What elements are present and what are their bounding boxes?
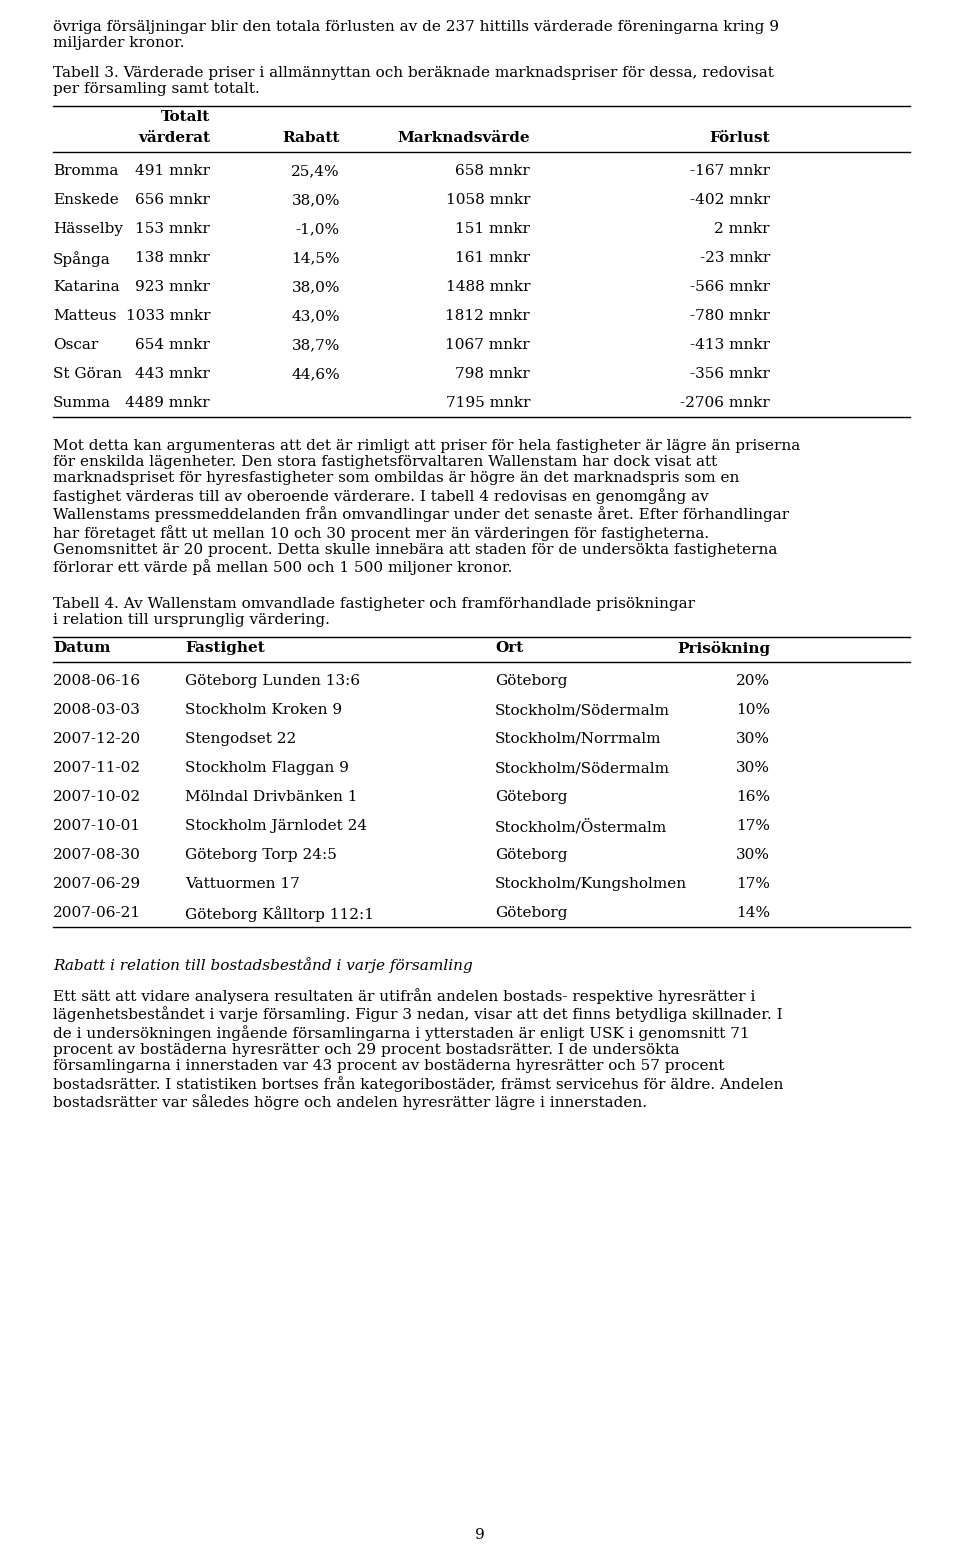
Text: Summa: Summa bbox=[53, 395, 111, 411]
Text: 25,4%: 25,4% bbox=[292, 164, 340, 178]
Text: -23 mnkr: -23 mnkr bbox=[700, 251, 770, 265]
Text: Datum: Datum bbox=[53, 642, 110, 656]
Text: -356 mnkr: -356 mnkr bbox=[690, 367, 770, 381]
Text: 30%: 30% bbox=[736, 848, 770, 862]
Text: 38,0%: 38,0% bbox=[292, 194, 340, 208]
Text: Förlust: Förlust bbox=[709, 132, 770, 146]
Text: Göteborg Kålltorp 112:1: Göteborg Kålltorp 112:1 bbox=[185, 907, 374, 922]
Text: 443 mnkr: 443 mnkr bbox=[135, 367, 210, 381]
Text: 44,6%: 44,6% bbox=[291, 367, 340, 381]
Text: 1488 mnkr: 1488 mnkr bbox=[445, 281, 530, 294]
Text: 9: 9 bbox=[475, 1528, 485, 1542]
Text: Katarina: Katarina bbox=[53, 281, 120, 294]
Text: Stockholm Kroken 9: Stockholm Kroken 9 bbox=[185, 704, 342, 718]
Text: 1067 mnkr: 1067 mnkr bbox=[445, 338, 530, 352]
Text: -413 mnkr: -413 mnkr bbox=[690, 338, 770, 352]
Text: övriga försäljningar blir den totala förlusten av de 237 hittills värderade före: övriga försäljningar blir den totala för… bbox=[53, 20, 779, 50]
Text: -1,0%: -1,0% bbox=[296, 222, 340, 236]
Text: Ett sätt att vidare analysera resultaten är utifrån andelen bostads- respektive : Ett sätt att vidare analysera resultaten… bbox=[53, 987, 783, 1110]
Text: Fastighet: Fastighet bbox=[185, 642, 265, 656]
Text: 20%: 20% bbox=[736, 674, 770, 688]
Text: Bromma: Bromma bbox=[53, 164, 118, 178]
Text: Göteborg Torp 24:5: Göteborg Torp 24:5 bbox=[185, 848, 337, 862]
Text: 138 mnkr: 138 mnkr bbox=[135, 251, 210, 265]
Text: Mot detta kan argumenteras att det är rimligt att priser för hela fastigheter är: Mot detta kan argumenteras att det är ri… bbox=[53, 439, 801, 575]
Text: 38,7%: 38,7% bbox=[292, 338, 340, 352]
Text: Stockholm/Östermalm: Stockholm/Östermalm bbox=[495, 818, 667, 834]
Text: 2008-06-16: 2008-06-16 bbox=[53, 674, 141, 688]
Text: Totalt: Totalt bbox=[160, 110, 210, 124]
Text: Marknadsvärde: Marknadsvärde bbox=[397, 132, 530, 146]
Text: Mölndal Drivbänken 1: Mölndal Drivbänken 1 bbox=[185, 790, 357, 804]
Text: Stockholm/Södermalm: Stockholm/Södermalm bbox=[495, 704, 670, 718]
Text: 14,5%: 14,5% bbox=[292, 251, 340, 265]
Text: Stengodset 22: Stengodset 22 bbox=[185, 732, 297, 746]
Text: Göteborg Lunden 13:6: Göteborg Lunden 13:6 bbox=[185, 674, 360, 688]
Text: Tabell 4. Av Wallenstam omvandlade fastigheter och framförhandlade prisökningar
: Tabell 4. Av Wallenstam omvandlade fasti… bbox=[53, 597, 695, 628]
Text: 30%: 30% bbox=[736, 761, 770, 775]
Text: 1058 mnkr: 1058 mnkr bbox=[445, 194, 530, 208]
Text: 30%: 30% bbox=[736, 732, 770, 746]
Text: Stockholm Järnlodet 24: Stockholm Järnlodet 24 bbox=[185, 818, 367, 832]
Text: -2706 mnkr: -2706 mnkr bbox=[681, 395, 770, 411]
Text: Hässelby: Hässelby bbox=[53, 222, 123, 236]
Text: Göteborg: Göteborg bbox=[495, 848, 567, 862]
Text: -780 mnkr: -780 mnkr bbox=[690, 308, 770, 322]
Text: 17%: 17% bbox=[736, 818, 770, 832]
Text: värderat: värderat bbox=[138, 132, 210, 146]
Text: 14%: 14% bbox=[736, 907, 770, 921]
Text: 2008-03-03: 2008-03-03 bbox=[53, 704, 141, 718]
Text: Vattuormen 17: Vattuormen 17 bbox=[185, 877, 300, 891]
Text: 491 mnkr: 491 mnkr bbox=[135, 164, 210, 178]
Text: Göteborg: Göteborg bbox=[495, 907, 567, 921]
Text: St Göran: St Göran bbox=[53, 367, 122, 381]
Text: 658 mnkr: 658 mnkr bbox=[455, 164, 530, 178]
Text: -566 mnkr: -566 mnkr bbox=[690, 281, 770, 294]
Text: Stockholm/Kungsholmen: Stockholm/Kungsholmen bbox=[495, 877, 687, 891]
Text: 2007-12-20: 2007-12-20 bbox=[53, 732, 141, 746]
Text: 161 mnkr: 161 mnkr bbox=[455, 251, 530, 265]
Text: 2007-11-02: 2007-11-02 bbox=[53, 761, 141, 775]
Text: Stockholm/Södermalm: Stockholm/Södermalm bbox=[495, 761, 670, 775]
Text: 17%: 17% bbox=[736, 877, 770, 891]
Text: Göteborg: Göteborg bbox=[495, 674, 567, 688]
Text: Stockholm Flaggan 9: Stockholm Flaggan 9 bbox=[185, 761, 348, 775]
Text: 2007-10-01: 2007-10-01 bbox=[53, 818, 141, 832]
Text: 798 mnkr: 798 mnkr bbox=[455, 367, 530, 381]
Text: -402 mnkr: -402 mnkr bbox=[690, 194, 770, 208]
Text: 656 mnkr: 656 mnkr bbox=[135, 194, 210, 208]
Text: 4489 mnkr: 4489 mnkr bbox=[126, 395, 210, 411]
Text: Prisökning: Prisökning bbox=[677, 642, 770, 656]
Text: 10%: 10% bbox=[736, 704, 770, 718]
Text: 1033 mnkr: 1033 mnkr bbox=[126, 308, 210, 322]
Text: 38,0%: 38,0% bbox=[292, 281, 340, 294]
Text: 1812 mnkr: 1812 mnkr bbox=[445, 308, 530, 322]
Text: Stockholm/Norrmalm: Stockholm/Norrmalm bbox=[495, 732, 661, 746]
Text: Ort: Ort bbox=[495, 642, 523, 656]
Text: 2007-10-02: 2007-10-02 bbox=[53, 790, 141, 804]
Text: 2 mnkr: 2 mnkr bbox=[714, 222, 770, 236]
Text: 153 mnkr: 153 mnkr bbox=[135, 222, 210, 236]
Text: 923 mnkr: 923 mnkr bbox=[135, 281, 210, 294]
Text: 16%: 16% bbox=[736, 790, 770, 804]
Text: Rabatt i relation till bostadsbestånd i varje församling: Rabatt i relation till bostadsbestånd i … bbox=[53, 956, 472, 973]
Text: 2007-06-29: 2007-06-29 bbox=[53, 877, 141, 891]
Text: Oscar: Oscar bbox=[53, 338, 98, 352]
Text: 43,0%: 43,0% bbox=[292, 308, 340, 322]
Text: Tabell 3. Värderade priser i allmännyttan och beräknade marknadspriser för dessa: Tabell 3. Värderade priser i allmännytta… bbox=[53, 67, 774, 96]
Text: -167 mnkr: -167 mnkr bbox=[690, 164, 770, 178]
Text: Spånga: Spånga bbox=[53, 251, 110, 267]
Text: 151 mnkr: 151 mnkr bbox=[455, 222, 530, 236]
Text: 2007-08-30: 2007-08-30 bbox=[53, 848, 141, 862]
Text: 654 mnkr: 654 mnkr bbox=[135, 338, 210, 352]
Text: Göteborg: Göteborg bbox=[495, 790, 567, 804]
Text: Rabatt: Rabatt bbox=[282, 132, 340, 146]
Text: Enskede: Enskede bbox=[53, 194, 119, 208]
Text: 7195 mnkr: 7195 mnkr bbox=[445, 395, 530, 411]
Text: Matteus: Matteus bbox=[53, 308, 116, 322]
Text: 2007-06-21: 2007-06-21 bbox=[53, 907, 141, 921]
